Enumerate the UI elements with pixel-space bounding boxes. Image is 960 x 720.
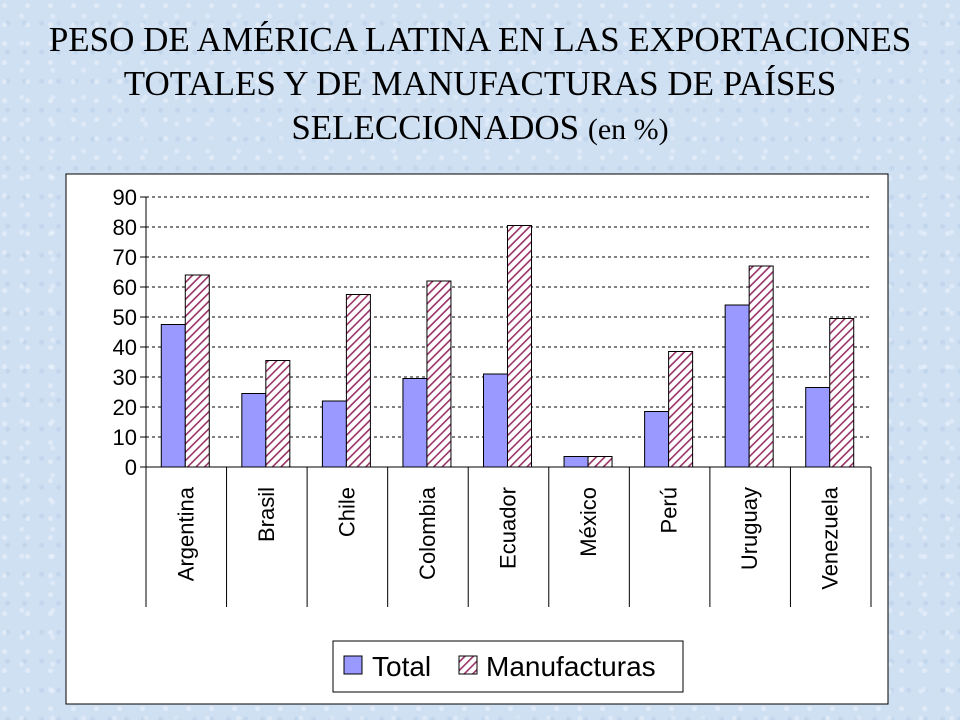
- y-tick-label: 90: [113, 185, 137, 210]
- y-tick-label: 0: [125, 455, 137, 480]
- title-main: PESO DE AMÉRICA LATINA EN LAS EXPORTACIO…: [48, 20, 912, 147]
- category-label: Ecuador: [496, 487, 521, 569]
- title-unit: (en %): [587, 113, 669, 146]
- y-tick-label: 20: [113, 395, 137, 420]
- y-tick-label: 60: [113, 275, 137, 300]
- category-label: Uruguay: [737, 487, 762, 570]
- legend: Total Manufacturas: [332, 640, 684, 693]
- y-tick-label: 80: [113, 215, 137, 240]
- category-label: Brasil: [254, 487, 279, 542]
- bar-total-chile: [321, 400, 347, 468]
- legend-swatch-manufacturas: [458, 655, 478, 675]
- category-label: Argentina: [173, 486, 198, 581]
- bar-manufacturas-ecuador: [507, 225, 532, 468]
- legend-swatch-total: [343, 655, 363, 675]
- bar-manufacturas-brasil: [265, 360, 291, 468]
- axes: [140, 196, 872, 607]
- legend-label-manufacturas: Manufacturas: [486, 651, 656, 682]
- bar-manufacturas-colombia: [426, 280, 452, 468]
- bar-manufacturas-chile: [345, 294, 371, 468]
- bar-total-colombia: [402, 378, 428, 468]
- legend-box: [332, 640, 684, 693]
- category-label: Venezuela: [818, 486, 843, 590]
- bar-manufacturas-méxico: [587, 456, 613, 468]
- bar-manufacturas-venezuela: [829, 318, 855, 468]
- bar-manufacturas-argentina: [184, 274, 210, 468]
- legend-label-total: Total: [372, 651, 431, 682]
- category-label: Chile: [334, 487, 359, 537]
- bar-total-uruguay: [724, 304, 750, 468]
- bar-manufacturas-perú: [668, 351, 694, 468]
- bar-total-brasil: [241, 393, 267, 468]
- bar-total-argentina: [160, 324, 186, 468]
- category-label: Colombia: [415, 486, 440, 580]
- bar-total-méxico: [563, 456, 589, 468]
- chart-title: PESO DE AMÉRICA LATINA EN LAS EXPORTACIO…: [0, 18, 960, 152]
- category-label: México: [576, 487, 601, 557]
- y-tick-label: 40: [113, 335, 137, 360]
- y-tick-labels: 0 10 20 30 40 50 60 70 80 90: [113, 185, 137, 480]
- y-tick-label: 70: [113, 245, 137, 270]
- y-tick-label: 10: [113, 425, 137, 450]
- bar-total-perú: [644, 411, 670, 468]
- bar-total-venezuela: [805, 387, 831, 468]
- category-label: Perú: [657, 487, 682, 533]
- category-labels: Argentina Brasil Chile Colombia Ecuador Méxic…: [173, 486, 842, 590]
- y-tick-label: 30: [113, 365, 137, 390]
- bars: [160, 225, 855, 468]
- bar-manufacturas-uruguay: [748, 265, 774, 468]
- bar-total-ecuador: [483, 373, 508, 468]
- y-tick-label: 50: [113, 305, 137, 330]
